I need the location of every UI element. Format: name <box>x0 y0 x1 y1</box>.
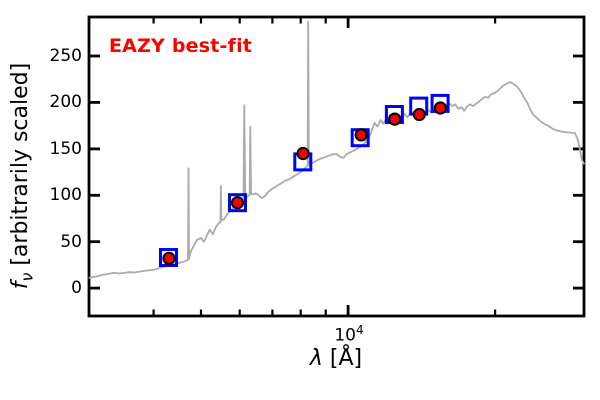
x-major-tick-label: 104 <box>318 320 380 346</box>
y-tick-label: 50 <box>60 231 82 252</box>
x-axis-label-units: [Å] <box>322 346 363 371</box>
observed-flux-marker <box>296 146 310 161</box>
observed-flux-marker <box>230 196 245 210</box>
x-major-tick-base: 10 <box>334 325 356 346</box>
lambda-symbol: λ <box>309 346 323 371</box>
plot-border <box>87 15 586 318</box>
bestfit-annotation: EAZY best-fit <box>109 35 253 57</box>
observed-flux-marker <box>162 251 176 265</box>
y-tick-label: 0 <box>71 278 82 299</box>
observed-flux-marker <box>412 107 426 122</box>
fnu-symbol: f <box>8 281 33 290</box>
observed-flux-marker <box>354 128 368 142</box>
nu-subscript: ν <box>17 272 37 282</box>
y-tick-label: 200 <box>49 92 82 113</box>
template-flux-marker <box>159 248 178 267</box>
spectrum-curve <box>88 20 585 279</box>
observed-flux-marker <box>388 112 402 126</box>
template-flux-marker <box>228 193 247 213</box>
y-tick-label: 250 <box>49 46 82 66</box>
x-axis-label: λ [Å] <box>236 346 436 371</box>
y-axis-label: fν [arbitrarily scaled] <box>8 26 38 326</box>
observed-flux-marker <box>433 101 447 115</box>
y-axis-label-units: [arbitrarily scaled] <box>8 62 33 273</box>
y-tick-label: 100 <box>49 185 82 206</box>
x-major-tick-exponent: 4 <box>356 323 364 337</box>
y-tick-label: 150 <box>49 138 82 159</box>
